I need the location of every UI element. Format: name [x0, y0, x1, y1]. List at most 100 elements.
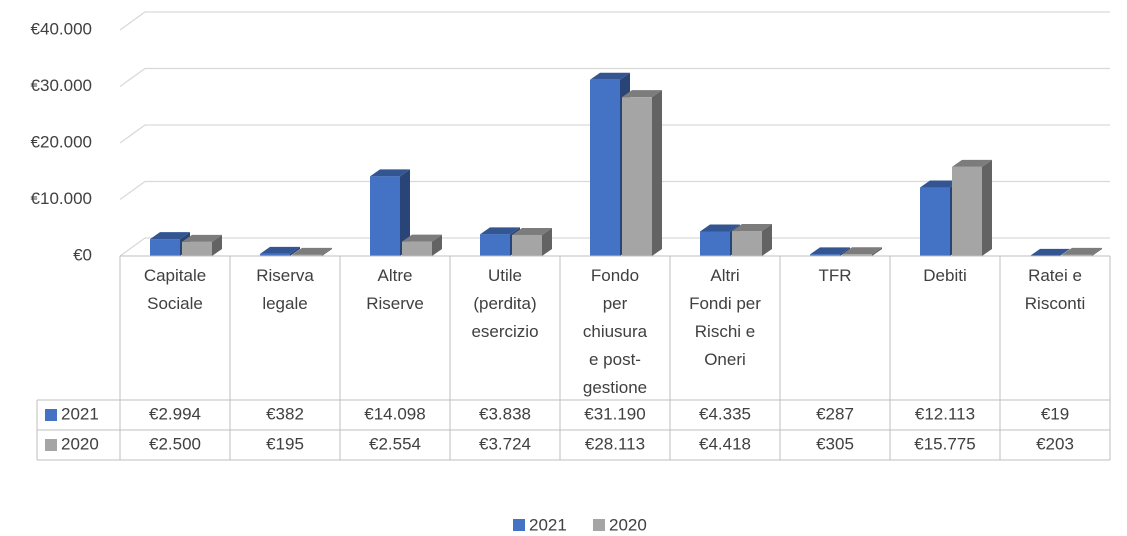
legend-key	[593, 519, 605, 531]
bar	[260, 246, 300, 256]
bar-front	[622, 97, 652, 256]
bar-top	[512, 227, 552, 235]
bar	[512, 227, 552, 256]
category-label: Riserva legale	[256, 266, 314, 313]
category-label: Fondo per chiusura e post-gestione	[582, 266, 648, 397]
category-cell: Altre Riserve	[340, 262, 450, 318]
category-cell: Altri Fondi per Rischi e Oneri	[670, 262, 780, 374]
grid-line	[119, 237, 1110, 257]
bar-front	[182, 241, 212, 256]
table-value: €195	[266, 434, 304, 453]
bar-front	[732, 231, 762, 256]
grid-line	[119, 67, 1110, 88]
bar-top	[842, 247, 882, 255]
bar-side	[982, 159, 992, 256]
table-value: €382	[266, 404, 304, 423]
grid-line	[119, 124, 1110, 144]
bar-top	[150, 232, 190, 240]
bar-side	[290, 246, 300, 256]
bar-front	[512, 234, 542, 256]
table-value: €203	[1036, 434, 1074, 453]
category-label: Altri Fondi per Rischi e Oneri	[689, 266, 761, 369]
table-value: €14.098	[364, 404, 425, 423]
bar-front	[150, 239, 180, 256]
bar	[952, 159, 992, 256]
table-legend-key	[45, 439, 57, 451]
bar-top	[810, 247, 850, 255]
table-value: €4.418	[699, 434, 751, 453]
bar-front	[952, 166, 982, 256]
legend-key	[513, 519, 525, 531]
bar	[810, 247, 850, 256]
table-legend-key	[45, 409, 57, 421]
bar-side	[322, 247, 332, 256]
table-value: €305	[816, 434, 854, 453]
category-cell: Fondo per chiusura e post-gestione	[560, 262, 670, 402]
category-label: Altre Riserve	[366, 266, 424, 313]
legend-label: 2020	[609, 515, 647, 534]
bar-top	[480, 227, 520, 235]
bar-side	[400, 169, 410, 256]
bar-side	[762, 224, 772, 256]
y-tick-label: €10.000	[31, 189, 92, 208]
bar-front	[842, 254, 872, 256]
bar-front	[700, 231, 730, 256]
grid-line	[119, 11, 1110, 31]
bar	[732, 224, 772, 256]
table-series-name: 2020	[61, 434, 99, 453]
bar-top	[590, 72, 630, 80]
bar-front	[920, 187, 950, 256]
table-value: €3.724	[479, 434, 531, 453]
bar	[182, 234, 222, 256]
table-value: €3.838	[479, 404, 531, 423]
bar-top	[622, 90, 662, 98]
bar-front	[1062, 254, 1092, 256]
bar-side	[872, 247, 882, 256]
category-label: Debiti	[923, 266, 967, 285]
bar-top	[952, 159, 992, 167]
bar	[622, 90, 662, 256]
table-value: €287	[816, 404, 854, 423]
category-cell: Capitale Sociale	[120, 262, 230, 318]
bar-side	[1092, 247, 1102, 256]
bar-top	[370, 169, 410, 177]
category-cell: Utile (perdita) esercizio	[450, 262, 560, 346]
bar-top	[292, 247, 332, 255]
bar-side	[840, 247, 850, 256]
category-cell: Riserva legale	[230, 262, 340, 318]
table-value: €31.190	[584, 404, 645, 423]
bar-front	[402, 241, 432, 256]
grid-line	[119, 180, 1110, 201]
category-label: Ratei e Risconti	[1024, 266, 1086, 313]
y-tick-label: €20.000	[31, 132, 92, 151]
table-value: €28.113	[585, 434, 645, 453]
bar-top	[920, 180, 960, 188]
category-cell: Ratei e Risconti	[1000, 262, 1110, 318]
bar-side	[542, 227, 552, 256]
table-value: €2.994	[149, 404, 201, 423]
table-value: €4.335	[699, 404, 751, 423]
bar-side	[212, 234, 222, 256]
bar-front	[292, 254, 322, 256]
bar-top	[182, 234, 222, 242]
bar-top	[402, 234, 442, 242]
table-value: €15.775	[914, 434, 975, 453]
y-tick-label: €40.000	[31, 19, 92, 38]
bar-top	[1062, 247, 1102, 255]
category-cell: Debiti	[890, 262, 1000, 290]
bar-front	[480, 234, 510, 256]
table-value: €2.554	[369, 434, 421, 453]
category-label: TFR	[818, 266, 852, 285]
bar-side	[652, 90, 662, 256]
bar	[292, 247, 332, 256]
table-value: €12.113	[915, 404, 975, 423]
bar-top	[732, 224, 772, 232]
legend-label: 2021	[529, 515, 567, 534]
category-label: Utile (perdita) esercizio	[471, 266, 539, 341]
bar-top	[1030, 248, 1070, 256]
table-series-name: 2021	[61, 404, 99, 423]
bar	[1062, 247, 1102, 256]
category-cell: TFR	[780, 262, 890, 290]
